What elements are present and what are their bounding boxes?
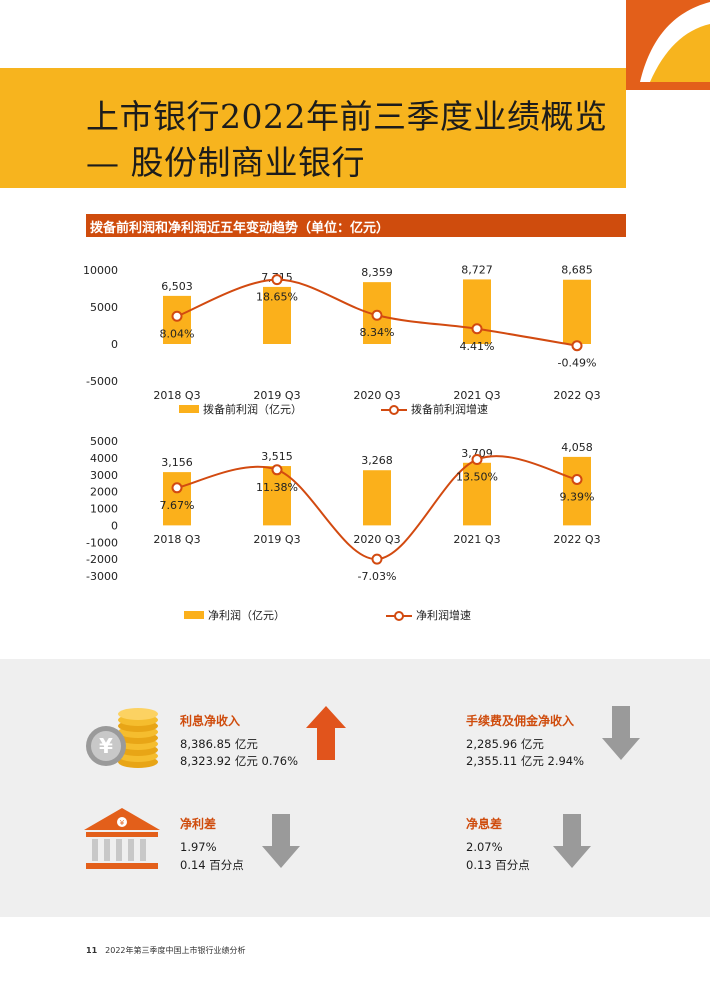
line-value-label: 9.39% [560,490,595,503]
line-value-label: 18.65% [256,291,298,304]
kpi-value-fee-income: 2,285.96 亿元 [466,737,544,751]
bar [463,462,491,526]
x-tick-label: 2022 Q3 [553,533,600,546]
bar-value-label: 3,515 [261,450,293,463]
x-tick-label: 2019 Q3 [253,533,300,546]
arrow-down-icon [553,814,591,868]
kpi-title-interest-income: 利息净收入 [180,714,241,728]
title-band [0,68,626,188]
line-value-label: 11.38% [256,481,298,494]
line-value-label: 4.41% [460,340,495,353]
line-value-label: -7.03% [358,570,397,583]
footer-text: 2022年第三季度中国上市银行业绩分析 [105,946,246,955]
kpi-title-fee-income: 手续费及佣金净收入 [466,714,575,728]
x-tick-label: 2021 Q3 [453,533,500,546]
bar [563,456,591,526]
arrow-down-icon [262,814,300,868]
kpi-change-net-margin: 0.13 百分点 [466,858,530,872]
bar [563,279,591,344]
legend-swatch-bar [179,405,199,413]
kpi-change-net-spread: 0.14 百分点 [180,858,244,872]
section-title: 拨备前利润和净利润近五年变动趋势（单位：亿元） [90,221,390,236]
line-point [171,310,183,322]
section-header: 拨备前利润和净利润近五年变动趋势（单位：亿元） [86,214,626,237]
line-value-label: 8.34% [360,326,395,339]
kpi-value-net-spread: 1.97% [180,840,217,854]
x-tick-label: 2021 Q3 [453,389,500,402]
bank-icon: ¥ [84,808,160,869]
y-tick-label: -1000 [86,536,118,549]
y-tick-label: -2000 [86,553,118,566]
x-tick-label: 2018 Q3 [153,389,200,402]
x-tick-label: 2020 Q3 [353,389,400,402]
page-number: 11 [86,946,98,955]
line-point [171,482,183,494]
legend-label-line: 拨备前利润增速 [411,402,488,416]
line-point [271,274,283,286]
line-point [471,454,483,466]
svg-text:¥: ¥ [120,819,125,827]
line-point [571,473,583,485]
bar-value-label: 3,268 [361,454,393,467]
line-point [271,464,283,476]
bar [463,279,491,344]
y-tick-label: 2000 [90,486,118,499]
legend-label-bar: 净利润（亿元） [208,608,285,622]
legend-swatch-point [394,611,404,621]
corner-decoration [626,0,710,90]
line-point [371,309,383,321]
y-tick-label: 1000 [90,503,118,516]
y-tick-label: 3000 [90,469,118,482]
bar [163,472,191,526]
y-tick-label: -5000 [86,375,118,388]
coins-yuan-icon: ¥ [86,708,158,768]
charts-area: 1000050000-50006,5037,7158,3598,7278,685… [83,263,601,622]
y-tick-label: 0 [111,338,118,351]
kpi-change-fee-income: 2,355.11 亿元 2.94% [466,754,585,768]
line-value-label: 7.67% [160,499,195,512]
x-tick-label: 2022 Q3 [553,389,600,402]
line-point [471,323,483,335]
x-tick-label: 2019 Q3 [253,389,300,402]
bar [263,286,291,344]
x-tick-label: 2020 Q3 [353,533,400,546]
footer: 11 2022年第三季度中国上市银行业绩分析 [86,945,246,956]
kpi-title-net-spread: 净利差 [180,817,217,831]
bar [363,470,391,526]
page-subtitle: — 股份制商业银行 [86,143,365,182]
page-title: 上市银行2022年前三季度业绩概览 [86,97,608,136]
y-tick-label: 4000 [90,452,118,465]
legend-label-line: 净利润增速 [416,608,471,622]
y-tick-label: -3000 [86,570,118,583]
kpi-value-interest-income: 8,386.85 亿元 [180,737,258,751]
bar-value-label: 8,359 [361,266,393,279]
line-point [571,340,583,352]
y-tick-label: 10000 [83,264,118,277]
legend-swatch-point [389,405,399,415]
x-tick-label: 2018 Q3 [153,533,200,546]
line-value-label: 8.04% [160,327,195,340]
line-point [371,553,383,565]
legend-label-bar: 拨备前利润（亿元） [203,402,302,416]
kpi-value-net-margin: 2.07% [466,840,503,854]
kpi-change-interest-income: 8,323.92 亿元 0.76% [180,754,299,768]
arrow-up-icon [306,706,346,760]
line-value-label: 13.50% [456,471,498,484]
arrow-down-icon [602,706,640,760]
line-value-label: -0.49% [558,357,597,370]
y-tick-label: 0 [111,519,118,532]
bar-value-label: 8,685 [561,264,593,277]
y-tick-label: 5000 [90,435,118,448]
kpi-panel [0,659,710,917]
y-tick-label: 5000 [90,301,118,314]
bar-value-label: 4,058 [561,441,593,454]
bar-value-label: 6,503 [161,280,193,293]
legend-swatch-bar [184,611,204,619]
bar-value-label: 3,156 [161,456,193,469]
svg-text:¥: ¥ [99,734,113,758]
bar-value-label: 8,727 [461,263,493,276]
kpi-title-net-margin: 净息差 [466,817,503,831]
